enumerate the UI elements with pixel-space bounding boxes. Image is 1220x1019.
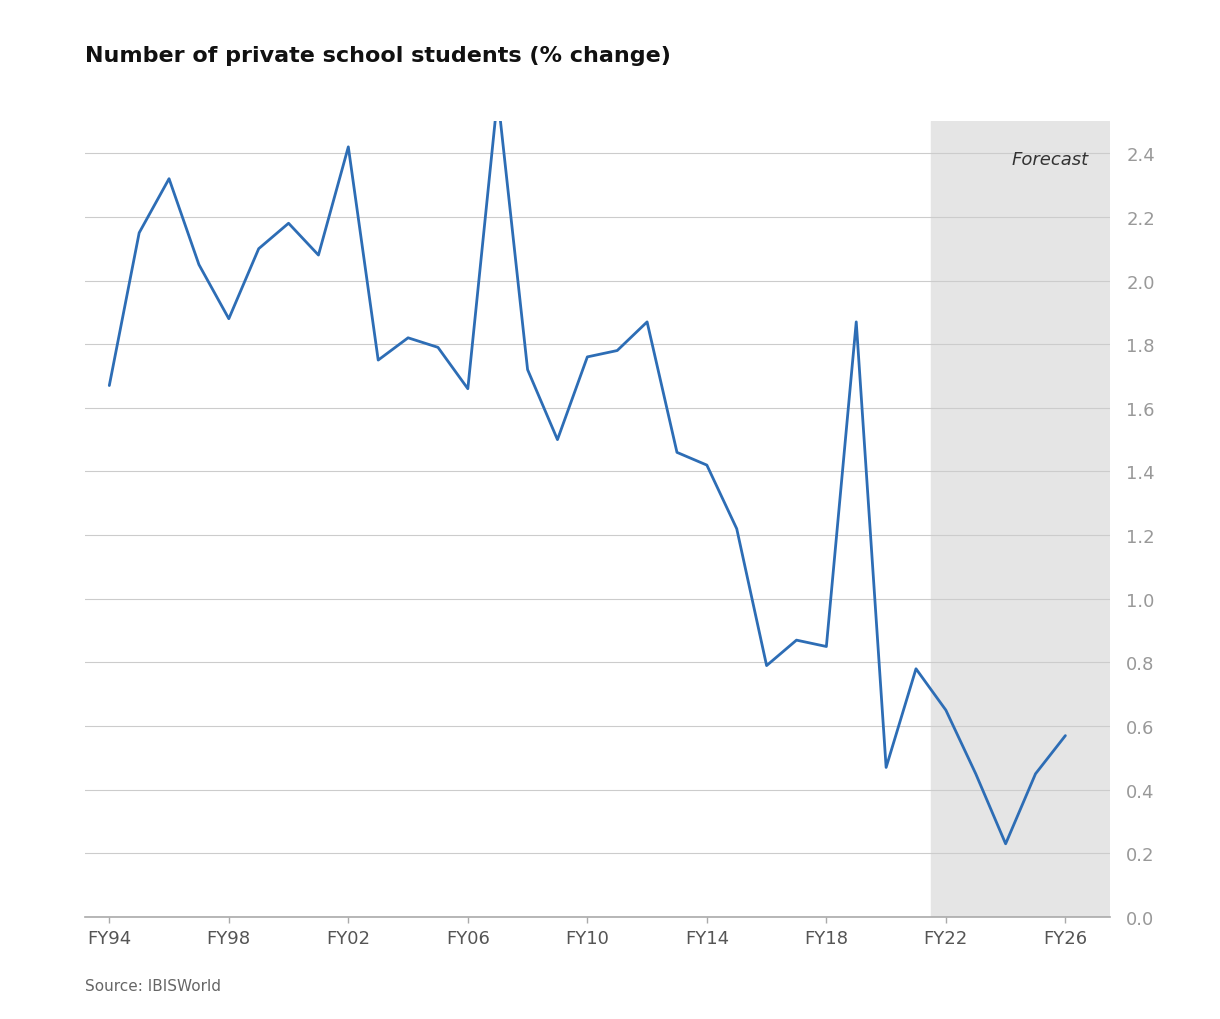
Bar: [931, 122, 1139, 917]
Text: Number of private school students (% change): Number of private school students (% cha…: [85, 46, 671, 66]
Text: Forecast: Forecast: [1011, 151, 1089, 169]
Text: Source: IBISWorld: Source: IBISWorld: [85, 978, 221, 994]
